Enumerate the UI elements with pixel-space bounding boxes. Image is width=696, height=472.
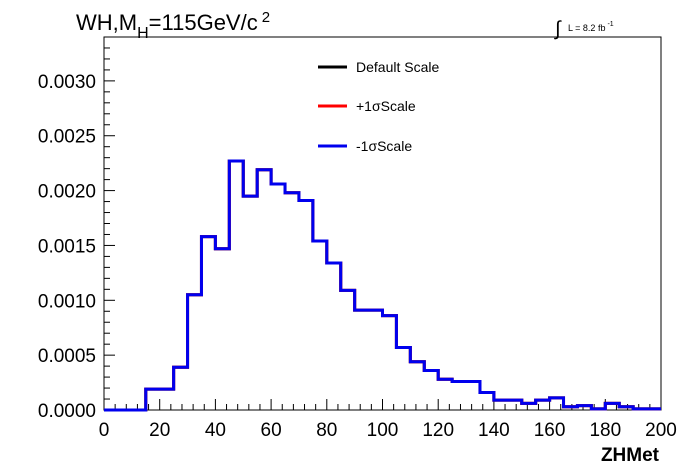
- legend: Default Scale +1σScale -1σScale: [318, 59, 439, 154]
- y-tick-label: 0.0020: [38, 182, 96, 203]
- x-tick-label: 80: [316, 420, 337, 441]
- x-tick-label: 40: [205, 420, 226, 441]
- series-line-plus1sigma-scale: [104, 159, 661, 412]
- title-superscript: 2: [262, 9, 270, 26]
- lumi-label: L = 8.2 fb -1: [568, 21, 614, 33]
- title-middle: =115GeV/c: [149, 10, 258, 35]
- y-tick-label: 0.0025: [38, 127, 96, 148]
- x-tick-label: 0: [99, 420, 110, 441]
- y-axis-ticks: 0.0000 0.0005 0.0010 0.0015 0.0020 0.0025 0.00…: [38, 47, 115, 422]
- x-axis-label: ZHMet: [601, 445, 660, 466]
- x-tick-label: 180: [589, 420, 621, 441]
- x-tick-label: 20: [149, 420, 170, 441]
- lumi-integral: ∫: [554, 18, 562, 40]
- series-line-default-scale: [104, 159, 661, 412]
- x-tick-label: 100: [367, 420, 399, 441]
- title-prefix: WH,M: [76, 10, 137, 35]
- y-tick-label: 0.0005: [38, 346, 96, 367]
- title-subscript: H: [137, 25, 149, 42]
- x-tick-label: 120: [422, 420, 454, 441]
- y-tick-label: 0.0000: [38, 401, 96, 422]
- legend-label-minus1sigma-scale: -1σScale: [356, 138, 412, 154]
- lumi-text: L = 8.2 fb: [568, 23, 605, 33]
- x-axis-ticks: 0 20 40 60 80 100 120 140 160 180 200: [99, 399, 677, 441]
- y-tick-label: 0.0010: [38, 291, 96, 312]
- x-tick-label: 140: [478, 420, 510, 441]
- y-tick-label: 0.0015: [38, 236, 96, 257]
- x-tick-label: 60: [261, 420, 282, 441]
- x-tick-label: 200: [645, 420, 677, 441]
- series-layer: [104, 159, 661, 412]
- series-line-minus1sigma-scale: [104, 159, 661, 412]
- legend-label-plus1sigma-scale: +1σScale: [356, 98, 416, 114]
- x-tick-label: 160: [534, 420, 566, 441]
- y-tick-label: 0.0030: [38, 72, 96, 93]
- chart-title: WH,MH=115GeV/c 2: [76, 9, 270, 42]
- legend-label-default-scale: Default Scale: [356, 59, 439, 75]
- lumi-superscript: -1: [607, 21, 613, 28]
